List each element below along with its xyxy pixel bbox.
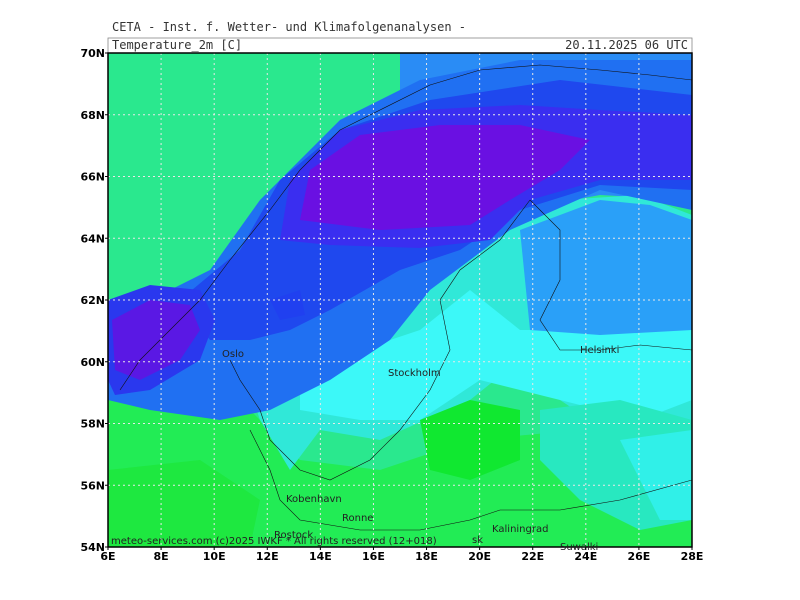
lon-label: 28E	[681, 550, 704, 563]
lon-label: 8E	[154, 550, 169, 563]
lon-label: 14E	[309, 550, 332, 563]
lat-label: 70N	[80, 47, 105, 60]
lon-label: 24E	[574, 550, 597, 563]
lon-label: 12E	[256, 550, 279, 563]
city-label: Rostock	[274, 530, 313, 541]
city-label: Oslo	[222, 349, 244, 360]
lat-label: 56N	[80, 479, 105, 492]
header: CETA - Inst. f. Wetter- und Klimafolgena…	[112, 20, 466, 34]
cities: Oslo Stockholm Helsinki Kobenhavn Ronne …	[222, 345, 619, 553]
lat-label: 64N	[80, 232, 105, 245]
city-label: Kobenhavn	[286, 494, 342, 505]
city-label: sk	[472, 535, 483, 546]
city-label: Ronne	[342, 513, 373, 524]
city-label: Helsinki	[580, 345, 619, 356]
city-label: Suwalki	[560, 542, 598, 553]
lat-label: 60N	[80, 356, 105, 369]
credit: meteo-services.com (c)2025 IWKF * All ri…	[111, 536, 437, 547]
lat-label: 68N	[80, 109, 105, 122]
timestamp: 20.11.2025 06 UTC	[565, 38, 688, 52]
title: Temperature_2m [C]	[112, 38, 242, 52]
lat-label: 66N	[80, 171, 105, 184]
lat-label: 58N	[80, 418, 105, 431]
lon-label: 18E	[415, 550, 438, 563]
lat-label: 54N	[80, 541, 105, 554]
city-label: Kaliningrad	[492, 524, 548, 535]
lon-label: 22E	[521, 550, 544, 563]
lon-label: 16E	[362, 550, 385, 563]
lat-label: 62N	[80, 294, 105, 307]
city-label: Stockholm	[388, 368, 441, 379]
lon-label: 10E	[203, 550, 226, 563]
graticule	[108, 53, 692, 547]
lon-label: 20E	[468, 550, 491, 563]
lon-label: 26E	[627, 550, 650, 563]
lon-label: 6E	[100, 550, 115, 563]
